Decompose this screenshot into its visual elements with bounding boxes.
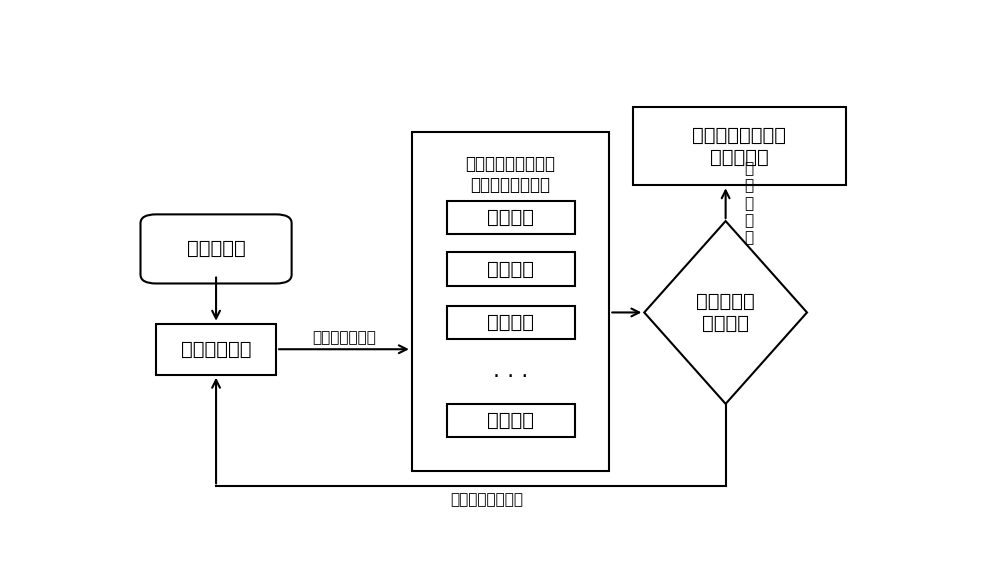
Bar [447, 404, 574, 437]
FancyBboxPatch shape [140, 214, 292, 284]
Polygon shape [644, 221, 807, 404]
Text: 内容为下一层目录: 内容为下一层目录 [450, 492, 523, 507]
Text: 内
容
为
文
件: 内 容 为 文 件 [744, 161, 753, 245]
Bar [412, 132, 609, 471]
Text: · · ·: · · · [493, 367, 529, 387]
Text: 扫盘线程: 扫盘线程 [487, 313, 534, 332]
Text: 扫盘线程: 扫盘线程 [487, 259, 534, 278]
Text: 扫盘线程: 扫盘线程 [487, 411, 534, 430]
Text: 待扫描目录: 待扫描目录 [187, 240, 245, 258]
Bar [447, 201, 574, 234]
Bar [447, 306, 574, 339]
Text: 共享消息队列: 共享消息队列 [181, 340, 251, 359]
Text: 获取待扫盘目录: 获取待扫盘目录 [312, 331, 376, 346]
Bar [447, 252, 574, 285]
Bar [156, 324, 276, 375]
Text: 最上层目录
下的内容: 最上层目录 下的内容 [696, 292, 755, 333]
Text: 扫盘线程: 扫盘线程 [487, 208, 534, 227]
Text: 多个线程通过共享队
列实现线程间通讯: 多个线程通过共享队 列实现线程间通讯 [466, 155, 556, 193]
Text: 获取所述文件的所
述文件信息: 获取所述文件的所 述文件信息 [692, 126, 786, 167]
Bar [633, 107, 846, 185]
